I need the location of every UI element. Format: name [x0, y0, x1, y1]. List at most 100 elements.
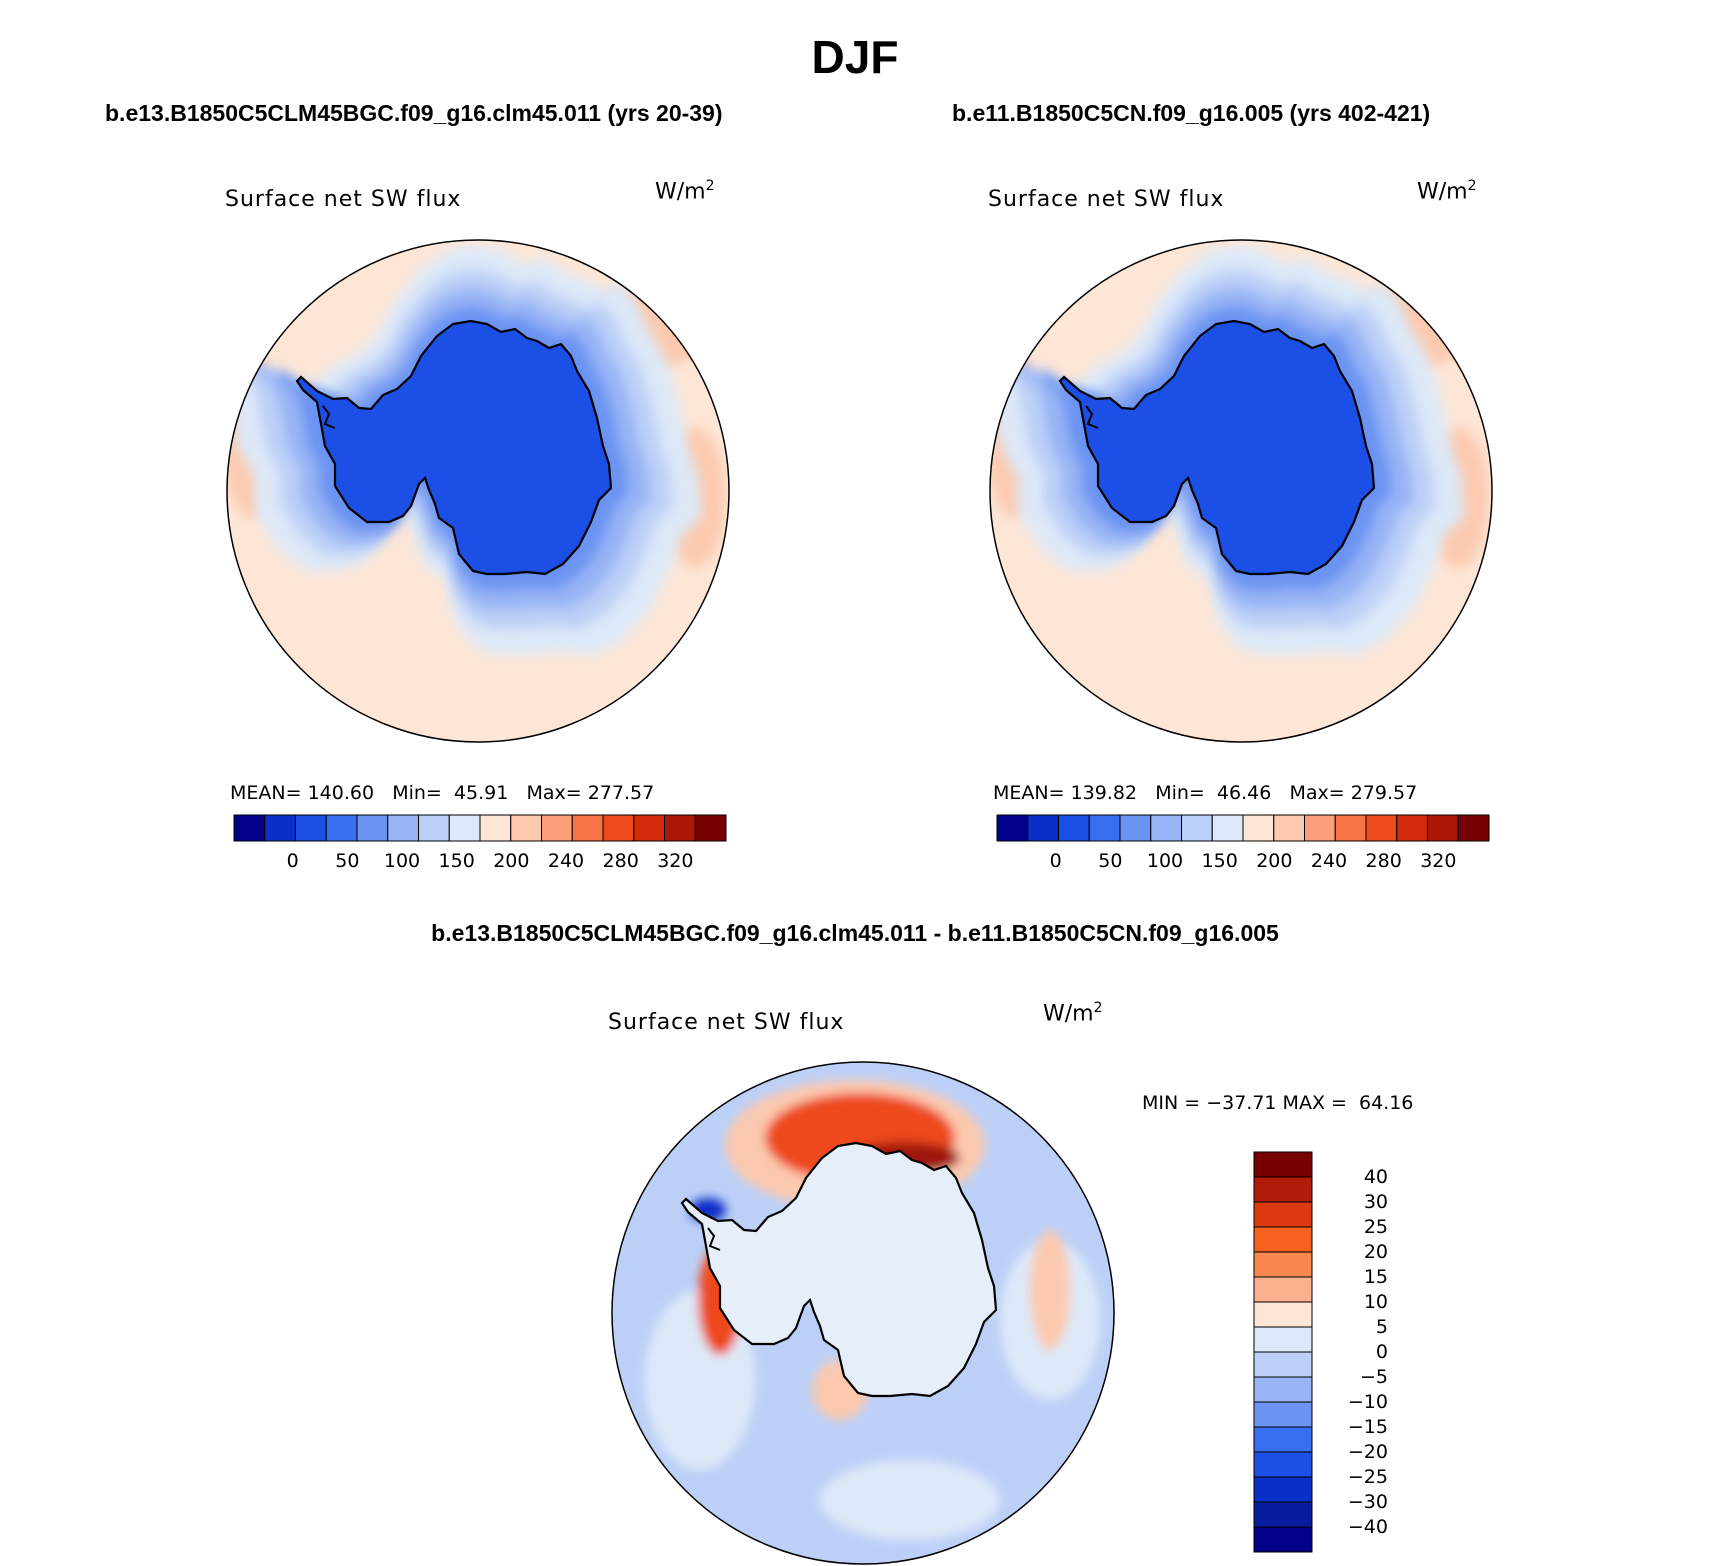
panel-1-units: W/m2 — [655, 178, 715, 205]
panel-1-stats: MEAN= 140.60 Min= 45.91 Max= 277.57 — [230, 782, 654, 804]
map-boundary — [226, 239, 730, 743]
colorbar-swatch — [1253, 1526, 1313, 1553]
colorbar-swatch — [1211, 814, 1244, 842]
colorbar-tick-label: −30 — [1347, 1491, 1388, 1513]
colorbar-swatch — [510, 814, 542, 842]
panel-2-min-label: Min= — [1155, 782, 1205, 804]
panel-1-max-label: Max= — [526, 782, 582, 804]
panel-2-max-label: Max= — [1289, 782, 1345, 804]
colorbar-swatch — [1253, 1451, 1313, 1478]
panel-2-units: W/m2 — [1417, 178, 1477, 205]
colorbar-tick-label: 0 — [1375, 1341, 1388, 1363]
colorbar-swatch — [233, 814, 266, 842]
colorbar-swatch — [1119, 814, 1152, 842]
diff-panel-colorbar-labels: 40 30 25 20 15 10 5 0 −5 −10 −15 −20 −25 −30 −40 — [1318, 1152, 1408, 1552]
colorbar-tick-label: 30 — [1363, 1191, 1388, 1213]
panel-1-min-label: Min= — [392, 782, 442, 804]
panel-1-variable-label: Surface net SW flux — [225, 187, 462, 212]
panel-2-mean-value: 139.82 — [1070, 782, 1138, 804]
panel-2-variable-label: Surface net SW flux — [988, 187, 1225, 212]
colorbar-swatch — [1253, 1476, 1313, 1503]
panel-2-stats: MEAN= 139.82 Min= 46.46 Max= 279.57 — [993, 782, 1417, 804]
colorbar-tick-label: 100 — [1146, 850, 1184, 872]
colorbar-swatch — [1058, 814, 1090, 842]
colorbar-tick-label: 240 — [547, 850, 585, 872]
diff-panel-title: b.e13.B1850C5CLM45BGC.f09_g16.clm45.011 … — [431, 920, 1279, 946]
diff-panel-polar-map — [611, 1061, 1115, 1565]
colorbar-swatch — [1457, 814, 1490, 842]
colorbar-swatch — [996, 814, 1029, 842]
colorbar-swatch — [602, 814, 635, 842]
panel-1-case-title: b.e13.B1850C5CLM45BGC.f09_g16.clm45.011 … — [105, 100, 723, 126]
colorbar-tick-label: 150 — [438, 850, 475, 872]
colorbar-swatch — [1027, 814, 1059, 842]
colorbar-swatch — [325, 814, 358, 842]
map-boundary — [989, 239, 1493, 743]
figure-title: DJF — [811, 31, 899, 83]
colorbar-swatch — [1088, 814, 1121, 842]
colorbar-swatch — [1273, 814, 1305, 842]
colorbar-tick-label: 320 — [657, 850, 694, 872]
colorbar-swatch — [1253, 1251, 1313, 1278]
peninsula-coast-detail — [1085, 405, 1099, 429]
colorbar-tick-label: −5 — [1359, 1366, 1388, 1388]
colorbar-swatch — [633, 814, 665, 842]
colorbar-tick-label: −40 — [1347, 1516, 1388, 1538]
colorbar-swatch — [387, 814, 419, 842]
diff-panel-units: W/m2 — [1043, 1000, 1103, 1027]
antarctica-ice — [297, 321, 611, 574]
colorbar-swatch — [418, 814, 450, 842]
colorbar-tick-label: 50 — [335, 850, 360, 872]
colorbar-swatch — [1365, 814, 1398, 842]
panel-1-colorbar — [233, 814, 727, 842]
colorbar-tick-label: 100 — [383, 850, 421, 872]
colorbar-tick-label: 240 — [1310, 850, 1348, 872]
colorbar-tick-label: 20 — [1363, 1241, 1388, 1263]
light-patch — [820, 1460, 1000, 1540]
panel-1-mean-label: MEAN= — [230, 782, 302, 804]
colorbar-tick-label: 200 — [493, 850, 530, 872]
panel-1-max-value: 277.57 — [587, 782, 655, 804]
colorbar-tick-label: 25 — [1363, 1216, 1388, 1238]
colorbar-tick-label: 0 — [1049, 850, 1062, 872]
colorbar-tick-label: 10 — [1363, 1291, 1388, 1313]
panel-1-colorbar-labels: 0 50 100 150 200 240 280 320 — [234, 850, 726, 874]
colorbar-tick-label: 40 — [1363, 1166, 1388, 1188]
colorbar-swatch — [356, 814, 389, 842]
colorbar-tick-label: −15 — [1347, 1416, 1388, 1438]
panel-2-colorbar-labels: 0 50 100 150 200 240 280 320 — [997, 850, 1489, 874]
colorbar-swatch — [1253, 1501, 1313, 1528]
colorbar-tick-label: −25 — [1347, 1466, 1388, 1488]
colorbar-swatch — [1181, 814, 1213, 842]
colorbar-swatch — [1253, 1301, 1313, 1328]
colorbar-swatch — [479, 814, 512, 842]
peninsula-coast-detail — [322, 405, 336, 429]
colorbar-swatch — [1253, 1176, 1313, 1203]
antarctica-ice — [1060, 321, 1374, 574]
antarctica-ice — [682, 1143, 996, 1396]
colorbar-swatch — [1253, 1151, 1313, 1178]
panel-2-min-value: 46.46 — [1216, 782, 1272, 804]
colorbar-swatch — [1253, 1401, 1313, 1428]
colorbar-swatch — [571, 814, 604, 842]
colorbar-swatch — [448, 814, 481, 842]
colorbar-swatch — [1253, 1326, 1313, 1353]
colorbar-tick-label: 15 — [1363, 1266, 1388, 1288]
peninsula-coast-detail — [707, 1227, 721, 1251]
colorbar-tick-label: 50 — [1098, 850, 1123, 872]
panel-2-mean-label: MEAN= — [993, 782, 1065, 804]
colorbar-swatch — [1427, 814, 1459, 842]
colorbar-swatch — [1253, 1376, 1313, 1403]
colorbar-swatch — [1253, 1351, 1313, 1378]
panel-2-colorbar — [996, 814, 1490, 842]
colorbar-tick-label: 280 — [602, 850, 639, 872]
colorbar-swatch — [264, 814, 296, 842]
panel-2-case-title: b.e11.B1850C5CN.f09_g16.005 (yrs 402-421… — [952, 100, 1431, 126]
colorbar-tick-label: 150 — [1201, 850, 1238, 872]
colorbar-swatch — [664, 814, 696, 842]
colorbar-tick-label: 5 — [1375, 1316, 1388, 1338]
colorbar-swatch — [694, 814, 727, 842]
colorbar-swatch — [1242, 814, 1275, 842]
colorbar-swatch — [295, 814, 327, 842]
colorbar-tick-label: 320 — [1420, 850, 1457, 872]
